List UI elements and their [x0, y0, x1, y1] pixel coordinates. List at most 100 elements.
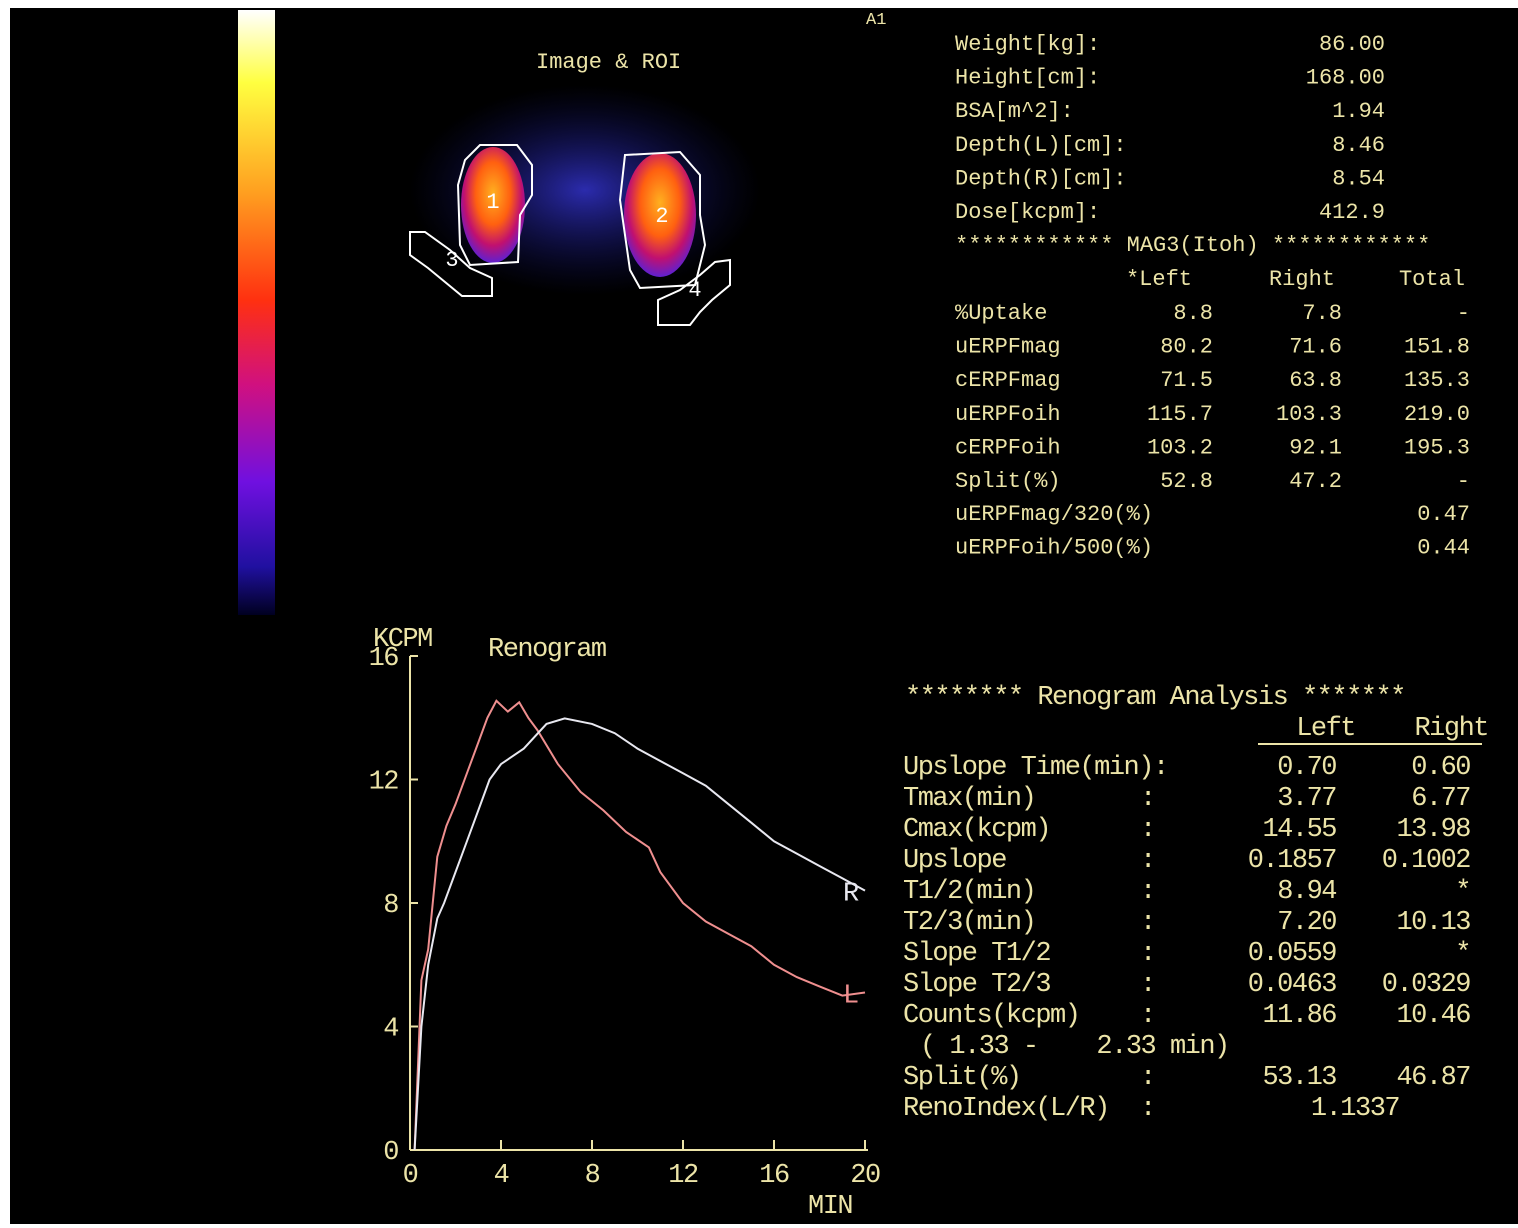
x-tick-label: 20	[850, 1161, 880, 1191]
analysis-label: RenoIndex(L/R)	[903, 1094, 1109, 1124]
mag3-value: -	[1457, 469, 1470, 494]
analysis-sep: :	[1140, 939, 1155, 969]
analysis-right: 0.60	[1411, 753, 1470, 783]
mag3-value: 135.3	[1404, 368, 1470, 393]
roi-label: 3	[445, 248, 458, 273]
screen: A1 Image & ROI 0481216048121620KCPMRenog…	[0, 0, 1518, 1228]
x-axis-label: MIN	[808, 1192, 852, 1222]
analysis-label: Upslope	[903, 846, 1006, 876]
roi-label: 4	[688, 278, 701, 303]
patient-value: 168.00	[1306, 66, 1385, 91]
mag3-label: cERPFoih	[955, 435, 1061, 460]
y-tick-label: 8	[383, 891, 398, 921]
patient-value: 8.46	[1332, 133, 1385, 158]
patient-label: Height[cm]:	[955, 66, 1100, 91]
mag3-value: 52.8	[1160, 469, 1213, 494]
analysis-sep: :	[1140, 877, 1155, 907]
mag3-value: 92.1	[1289, 435, 1342, 460]
mag3-header: ************ MAG3(Itoh) ************	[955, 233, 1430, 258]
mag3-label: uERPFoih	[955, 402, 1061, 427]
analysis-label: Split(%)	[903, 1063, 1021, 1093]
mag3-value: 103.3	[1276, 402, 1342, 427]
corner-label: A1	[866, 11, 886, 30]
x-tick-label: 4	[494, 1161, 509, 1191]
roi-label: 1	[486, 190, 499, 215]
analysis-left: 0.1857	[1248, 846, 1337, 876]
mag3-value: 71.6	[1289, 335, 1342, 360]
mag3-value: 80.2	[1160, 335, 1213, 360]
analysis-left: 14.55	[1262, 815, 1336, 845]
analysis-label: Slope T2/3	[903, 970, 1050, 1000]
background	[10, 8, 1518, 1224]
mag3-value: 219.0	[1404, 402, 1470, 427]
x-tick-label: 0	[403, 1161, 418, 1191]
analysis-left: 0.0463	[1248, 970, 1337, 1000]
analysis-label: Cmax(kcpm)	[903, 815, 1050, 845]
analysis-column: Left	[1296, 714, 1355, 744]
analysis-column: Right	[1414, 714, 1488, 744]
mag3-column: *Left	[1126, 267, 1192, 292]
analysis-sep: :	[1140, 1001, 1155, 1031]
y-tick-label: 0	[383, 1138, 398, 1168]
analysis-left: 53.13	[1262, 1063, 1336, 1093]
analysis-left: 0.0559	[1248, 939, 1337, 969]
analysis-label: Tmax(min)	[903, 784, 1035, 814]
patient-value: 1.94	[1332, 99, 1385, 124]
patient-label: BSA[m^2]:	[955, 99, 1074, 124]
patient-value: 86.00	[1319, 32, 1385, 57]
analysis-left: 8.94	[1277, 877, 1336, 907]
mag3-value: 71.5	[1160, 368, 1213, 393]
analysis-sep: :	[1140, 784, 1155, 814]
ratio-value: 0.44	[1417, 536, 1470, 561]
y-axis-label: KCPM	[373, 625, 432, 655]
analysis-label: T2/3(min)	[903, 908, 1035, 938]
x-tick-label: 8	[585, 1161, 600, 1191]
patient-label: Depth(R)[cm]:	[955, 166, 1127, 191]
analysis-sep: :	[1140, 846, 1155, 876]
analysis-sep: :	[1140, 1063, 1155, 1093]
analysis-left: 7.20	[1277, 908, 1336, 938]
analysis-right: *	[1455, 939, 1470, 969]
analysis-right: 6.77	[1411, 784, 1470, 814]
mag3-value: 195.3	[1404, 435, 1470, 460]
mag3-value: 47.2	[1289, 469, 1342, 494]
y-tick-label: 4	[383, 1015, 398, 1045]
patient-label: Dose[kcpm]:	[955, 200, 1100, 225]
mag3-label: %Uptake	[955, 301, 1047, 326]
analysis-left: 11.86	[1262, 1001, 1336, 1031]
analysis-label: Slope T1/2	[903, 939, 1050, 969]
analysis-label: Upslope Time(min):	[903, 753, 1168, 783]
analysis-right: 0.0329	[1382, 970, 1471, 1000]
analysis-label: Counts(kcpm)	[903, 1001, 1079, 1031]
mag3-column: Right	[1269, 267, 1335, 292]
mag3-column: Total	[1399, 267, 1465, 292]
mag3-label: cERPFmag	[955, 368, 1061, 393]
y-tick-label: 12	[369, 768, 399, 798]
mag3-value: 7.8	[1302, 301, 1342, 326]
mag3-value: -	[1457, 301, 1470, 326]
analysis-sep: :	[1140, 1094, 1155, 1124]
analysis-right: 0.1002	[1382, 846, 1471, 876]
patient-label: Depth(L)[cm]:	[955, 133, 1127, 158]
analysis-right: 46.87	[1396, 1063, 1470, 1093]
counts-range: ( 1.33 - 2.33 min)	[920, 1032, 1229, 1062]
series-label: R	[843, 880, 859, 910]
analysis-sep: :	[1140, 908, 1155, 938]
analysis-label: T1/2(min)	[903, 877, 1035, 907]
analysis-sep: :	[1140, 970, 1155, 1000]
color-bar	[238, 10, 275, 615]
analysis-right: 10.46	[1396, 1001, 1470, 1031]
analysis-right: *	[1455, 877, 1470, 907]
mag3-value: 115.7	[1147, 402, 1213, 427]
analysis-sep: :	[1140, 815, 1155, 845]
analysis-right: 10.13	[1396, 908, 1470, 938]
patient-value: 8.54	[1332, 166, 1385, 191]
analysis-right: 13.98	[1396, 815, 1470, 845]
mag3-label: Split(%)	[955, 469, 1061, 494]
analysis-left: 3.77	[1277, 784, 1336, 814]
chart-title: Renogram	[488, 635, 606, 665]
mag3-value: 103.2	[1147, 435, 1213, 460]
roi-label: 2	[655, 204, 668, 229]
patient-label: Weight[kg]:	[955, 32, 1100, 57]
mag3-value: 63.8	[1289, 368, 1342, 393]
